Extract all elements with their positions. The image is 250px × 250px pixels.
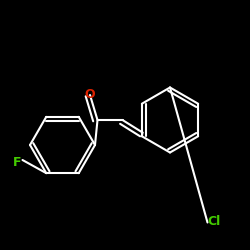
Text: O: O: [85, 88, 95, 102]
Text: F: F: [13, 156, 22, 169]
Text: Cl: Cl: [207, 215, 220, 228]
